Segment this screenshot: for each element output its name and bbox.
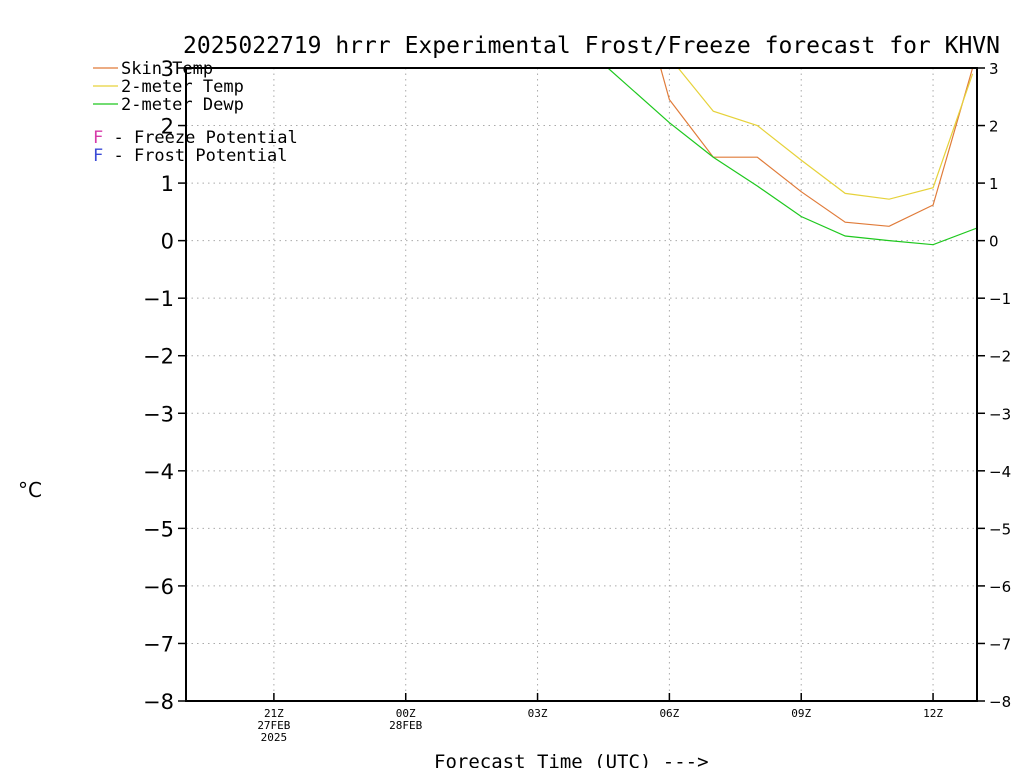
y-tick-label-right: −1 bbox=[989, 290, 1011, 308]
y-tick-labels-right: 3 2 1 0 −1 −2 −3 −4 −5 −6 −7 −8 bbox=[989, 60, 1011, 711]
plot-frame bbox=[185, 67, 978, 702]
y-tick-label-right: −3 bbox=[989, 405, 1011, 423]
y-tick-label-right: 1 bbox=[989, 175, 999, 193]
series-line-skin-temp bbox=[660, 68, 974, 227]
y-tick-label: 2 bbox=[161, 115, 174, 139]
y-tick-label-right: −5 bbox=[989, 520, 1011, 538]
y-tick-label: −8 bbox=[143, 690, 174, 714]
legend-potential: F - Frost Potential bbox=[93, 146, 287, 166]
x-tick-label: 00Z bbox=[396, 707, 416, 720]
legend-potential: F - Freeze Potential bbox=[93, 128, 298, 148]
x-tick-label: 03Z bbox=[528, 707, 548, 720]
y-tick-label-right: −8 bbox=[989, 693, 1011, 711]
x-axis-label: Forecast Time (UTC) ---> bbox=[434, 751, 709, 768]
x-tick-label: 28FEB bbox=[389, 719, 422, 732]
y-tick-label: −1 bbox=[143, 287, 174, 311]
legend-potential-symbol: F bbox=[93, 146, 103, 166]
legend-potential-label: - Freeze Potential bbox=[103, 128, 297, 148]
legend-potential-label: - Frost Potential bbox=[103, 146, 287, 166]
x-tick-label: 06Z bbox=[659, 707, 679, 720]
y-tick-label: 3 bbox=[161, 57, 174, 81]
legend-potential-symbol: F bbox=[93, 128, 103, 148]
y-tick-label: 1 bbox=[161, 172, 174, 196]
y-tick-label: 0 bbox=[161, 230, 174, 254]
y-tick-label-right: −6 bbox=[989, 578, 1011, 596]
x-tick-label: 27FEB bbox=[257, 719, 290, 732]
y-tick-label-right: −4 bbox=[989, 463, 1011, 481]
y-axis-label: °C bbox=[18, 478, 42, 502]
y-tick-label: −3 bbox=[143, 402, 174, 426]
x-tick-label: 21Z bbox=[264, 707, 284, 720]
y-tick-label: −4 bbox=[143, 460, 174, 484]
x-tick-label: 2025 bbox=[261, 731, 288, 744]
tick-marks bbox=[178, 67, 985, 702]
y-tick-label-right: 2 bbox=[989, 118, 999, 136]
x-tick-label: 12Z bbox=[923, 707, 943, 720]
legend-label: Skin Temp bbox=[121, 59, 213, 79]
y-tick-label-right: 3 bbox=[989, 60, 999, 78]
legend-label: 2-meter Temp bbox=[121, 77, 244, 97]
y-tick-label: −7 bbox=[143, 632, 174, 656]
y-tick-label: −2 bbox=[143, 345, 174, 369]
series-lines bbox=[607, 68, 977, 246]
y-tick-label-right: −7 bbox=[989, 635, 1011, 653]
y-tick-label: −6 bbox=[143, 575, 174, 599]
y-tick-labels-left: 3 2 1 0 −1 −2 −3 −4 −5 −6 −7 −8 bbox=[143, 57, 174, 714]
y-tick-label-right: −2 bbox=[989, 348, 1011, 366]
grid bbox=[186, 68, 977, 701]
series-line-2-meter-temp bbox=[677, 68, 974, 200]
legend-label: 2-meter Dewp bbox=[121, 95, 244, 115]
y-tick-label: −5 bbox=[143, 517, 174, 541]
series-line-2-meter-dewp bbox=[607, 68, 977, 246]
x-tick-label: 09Z bbox=[791, 707, 811, 720]
chart-title: 2025022719 hrrr Experimental Frost/Freez… bbox=[183, 33, 1000, 59]
y-tick-label-right: 0 bbox=[989, 233, 999, 251]
